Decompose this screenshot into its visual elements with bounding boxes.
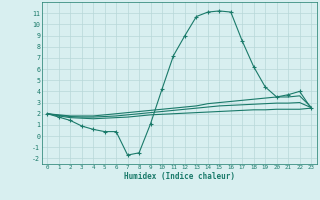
X-axis label: Humidex (Indice chaleur): Humidex (Indice chaleur) [124,172,235,181]
